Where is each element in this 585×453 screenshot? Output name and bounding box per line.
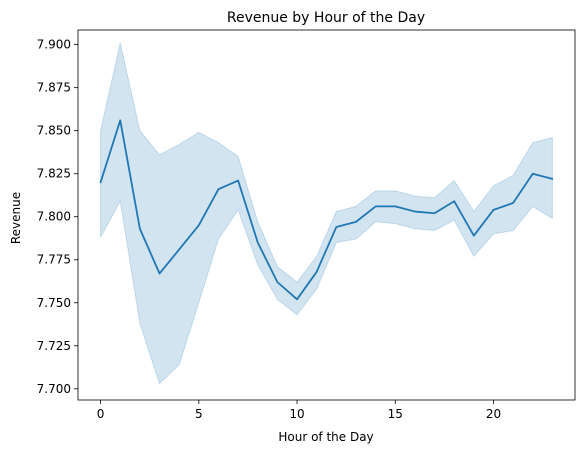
y-axis-label: Revenue [9,192,23,244]
x-tick-label-15: 15 [388,407,403,421]
y-tick-label-7.875: 7.875 [37,81,71,95]
plot-area: 0 5 10 15 20 7.700 7.725 7.750 7.775 7.800 7.825 7.… [37,29,576,421]
y-tick-label-7.825: 7.825 [37,167,71,181]
x-tick-label-10: 10 [289,407,304,421]
y-tick-label-7.775: 7.775 [37,253,71,267]
y-tick-label-7.850: 7.850 [37,124,71,138]
chart-title: Revenue by Hour of the Day [227,10,425,26]
y-tick-label-7.700: 7.700 [37,382,71,396]
x-tick-label-5: 5 [195,407,203,421]
x-tick-label-0: 0 [97,407,105,421]
x-axis-label: Hour of the Day [278,430,373,444]
axes-frame [77,29,576,401]
confidence-band-0 [100,42,553,385]
series-line-0 [99,119,554,301]
y-tick-label-7.725: 7.725 [37,339,71,353]
x-tick-label-20: 20 [486,407,501,421]
y-tick-label-7.800: 7.800 [37,210,71,224]
y-tick-label-7.750: 7.750 [37,296,71,310]
y-tick-label-7.900: 7.900 [37,38,71,52]
